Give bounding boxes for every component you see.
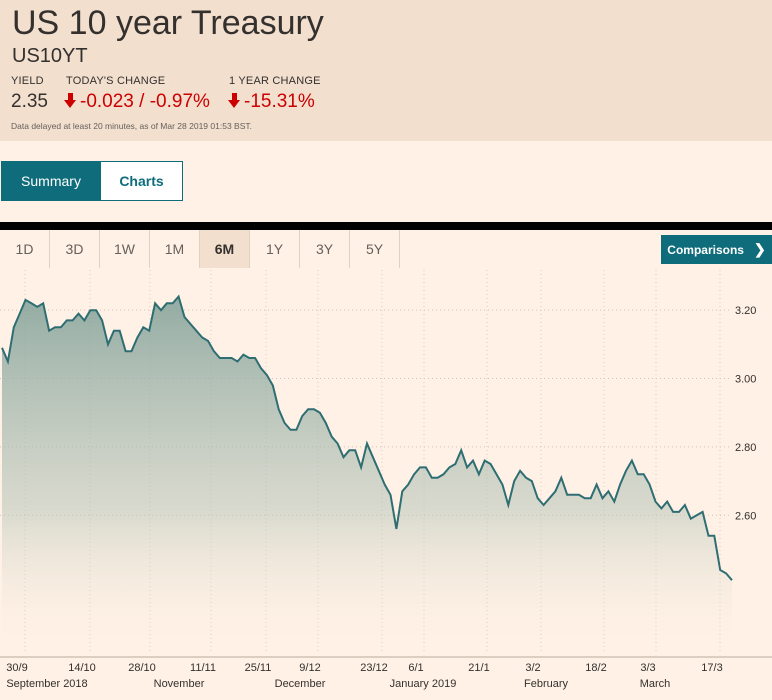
range-1w[interactable]: 1W xyxy=(100,230,150,268)
month-label: March xyxy=(640,678,671,690)
range-1d[interactable]: 1D xyxy=(0,230,50,268)
y-tick-label: 2.80 xyxy=(735,442,756,454)
x-tick-label: 23/12 xyxy=(360,662,388,674)
month-label: November xyxy=(154,678,205,690)
year-change-value: -15.31% xyxy=(244,91,315,112)
x-tick-label: 30/9 xyxy=(6,662,27,674)
tab-charts[interactable]: Charts xyxy=(100,161,183,201)
range-6m[interactable]: 6M xyxy=(200,230,250,268)
x-tick-label: 25/11 xyxy=(245,662,272,674)
month-label: February xyxy=(524,678,569,690)
todays-change-value: -0.023 / -0.97% xyxy=(80,91,210,112)
y-tick-label: 2.60 xyxy=(735,510,756,522)
range-3y[interactable]: 3Y xyxy=(300,230,350,268)
yield-label: YIELD xyxy=(11,75,44,87)
arrow-down-icon xyxy=(228,93,242,109)
price-chart[interactable]: 2.60 2.80 3.00 3.20 30/9 14/10 28/10 11/11 25/1… xyxy=(0,270,772,700)
page-title: US 10 year Treasury xyxy=(12,4,324,42)
x-tick-label: 6/1 xyxy=(408,662,423,674)
tab-summary[interactable]: Summary xyxy=(1,161,101,201)
price-area xyxy=(2,296,732,652)
range-5y[interactable]: 5Y xyxy=(350,230,400,268)
x-tick-label: 21/1 xyxy=(468,662,489,674)
month-label: January 2019 xyxy=(390,678,457,690)
y-tick-label: 3.00 xyxy=(735,374,756,386)
x-tick-label: 18/2 xyxy=(585,662,606,674)
todays-change-label: TODAY'S CHANGE xyxy=(66,75,166,87)
x-tick-label: 9/12 xyxy=(299,662,320,674)
price-line xyxy=(1,294,733,581)
x-tick-label: 11/11 xyxy=(190,662,216,674)
year-change: -15.31% xyxy=(228,91,315,113)
range-3d[interactable]: 3D xyxy=(50,230,100,268)
yield-value: 2.35 xyxy=(11,91,48,112)
section-divider xyxy=(0,222,772,230)
x-tick-label: 3/3 xyxy=(640,662,655,674)
month-label: December xyxy=(275,678,326,690)
x-tick-label: 28/10 xyxy=(128,662,156,674)
delay-note: Data delayed at least 20 minutes, as of … xyxy=(11,121,252,131)
range-1y[interactable]: 1Y xyxy=(250,230,300,268)
x-tick-label: 3/2 xyxy=(525,662,540,674)
month-label: September 2018 xyxy=(6,678,87,690)
todays-change: -0.023 / -0.97% xyxy=(64,91,210,113)
range-selector: 1D 3D 1W 1M 6M 1Y 3Y 5Y xyxy=(0,230,400,268)
x-tick-label: 17/3 xyxy=(701,662,722,674)
ticker-symbol: US10YT xyxy=(12,45,88,67)
arrow-down-icon xyxy=(64,93,78,109)
quote-header: US 10 year Treasury US10YT YIELD 2.35 TO… xyxy=(0,0,772,141)
comparisons-button[interactable]: Comparisons ❯ xyxy=(661,235,772,264)
comparisons-label: Comparisons xyxy=(667,242,744,257)
y-tick-label: 3.20 xyxy=(735,305,756,317)
x-tick-label: 14/10 xyxy=(68,662,96,674)
year-change-label: 1 YEAR CHANGE xyxy=(229,75,321,87)
range-1m[interactable]: 1M xyxy=(150,230,200,268)
chevron-right-icon: ❯ xyxy=(753,241,766,257)
